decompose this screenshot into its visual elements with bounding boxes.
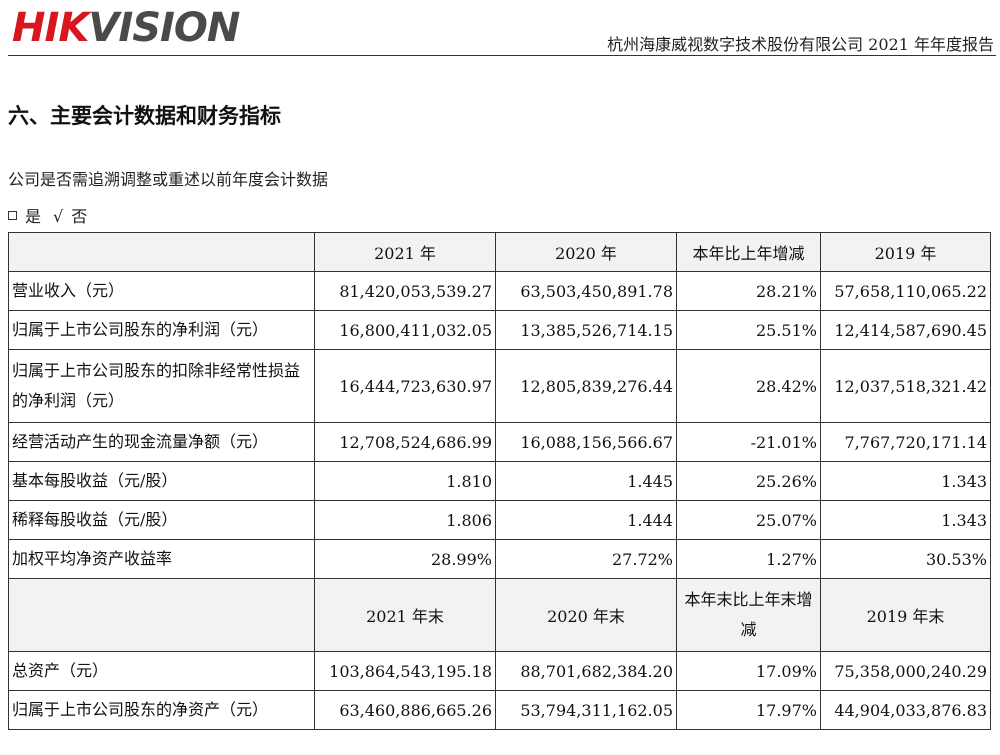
header-cell: 本年比上年增减 [676, 232, 821, 272]
value-cell: 1.444 [495, 500, 677, 540]
table-header-row: 2021 年末 2020 年末 本年末比上年末增减 2019 年末 [8, 578, 991, 652]
table-row: 归属于上市公司股东的净资产（元） 63,460,886,665.26 53,79… [8, 690, 991, 730]
value-cell: 7,767,720,171.14 [820, 422, 991, 462]
value-cell: 103,864,543,195.18 [314, 651, 496, 691]
row-label: 基本每股收益（元/股） [8, 461, 315, 501]
row-label: 归属于上市公司股东的净利润（元） [8, 310, 315, 350]
value-cell: 12,708,524,686.99 [314, 422, 496, 462]
value-cell: 28.21% [676, 271, 821, 311]
restatement-question: 公司是否需追溯调整或重述以前年度会计数据 [8, 170, 329, 189]
value-cell: 28.99% [314, 539, 496, 579]
check-mark-icon: √ [53, 207, 64, 226]
table-row: 总资产（元） 103,864,543,195.18 88,701,682,384… [8, 651, 991, 691]
table-header-row: 2021 年 2020 年 本年比上年增减 2019 年 [8, 232, 991, 272]
header-cell [8, 232, 315, 272]
row-label: 稀释每股收益（元/股） [8, 500, 315, 540]
section-title: 六、主要会计数据和财务指标 [8, 104, 281, 128]
value-cell: 44,904,033,876.83 [820, 690, 991, 730]
table-row: 归属于上市公司股东的扣除非经常性损益的净利润（元） 16,444,723,630… [8, 349, 991, 423]
row-label: 加权平均净资产收益率 [8, 539, 315, 579]
table-row: 归属于上市公司股东的净利润（元） 16,800,411,032.05 13,38… [8, 310, 991, 350]
value-cell: 17.09% [676, 651, 821, 691]
row-label: 归属于上市公司股东的净资产（元） [8, 690, 315, 730]
row-label: 总资产（元） [8, 651, 315, 691]
value-cell: 12,805,839,276.44 [495, 349, 677, 423]
value-cell: 1.343 [820, 500, 991, 540]
table-row: 加权平均净资产收益率 28.99% 27.72% 1.27% 30.53% [8, 539, 991, 579]
value-cell: 1.810 [314, 461, 496, 501]
header-cell: 2020 年末 [495, 578, 677, 652]
table-row: 基本每股收益（元/股） 1.810 1.445 25.26% 1.343 [8, 461, 991, 501]
value-cell: 16,800,411,032.05 [314, 310, 496, 350]
value-cell: 16,444,723,630.97 [314, 349, 496, 423]
value-cell: 12,414,587,690.45 [820, 310, 991, 350]
header-divider [8, 55, 996, 56]
header-cell: 本年末比上年末增减 [676, 578, 821, 652]
header-cell [8, 578, 315, 652]
value-cell: 81,420,053,539.27 [314, 271, 496, 311]
table-row: 经营活动产生的现金流量净额（元） 12,708,524,686.99 16,08… [8, 422, 991, 462]
value-cell: 1.27% [676, 539, 821, 579]
restatement-answer: 是 √ 否 [8, 203, 87, 227]
value-cell: 63,503,450,891.78 [495, 271, 677, 311]
value-cell: 53,794,311,162.05 [495, 690, 677, 730]
value-cell: 75,358,000,240.29 [820, 651, 991, 691]
row-label: 营业收入（元） [8, 271, 315, 311]
yes-label: 是 [25, 207, 42, 226]
table-row: 稀释每股收益（元/股） 1.806 1.444 25.07% 1.343 [8, 500, 991, 540]
header-cell: 2020 年 [495, 232, 677, 272]
report-title: 杭州海康威视数字技术股份有限公司 2021 年年度报告 [607, 35, 994, 54]
value-cell: 13,385,526,714.15 [495, 310, 677, 350]
value-cell: 63,460,886,665.26 [314, 690, 496, 730]
value-cell: 16,088,156,566.67 [495, 422, 677, 462]
value-cell: 88,701,682,384.20 [495, 651, 677, 691]
checkbox-icon [8, 211, 17, 220]
value-cell: 1.343 [820, 461, 991, 501]
table-row: 营业收入（元） 81,420,053,539.27 63,503,450,891… [8, 271, 991, 311]
header-cell: 2021 年 [314, 232, 496, 272]
hikvision-logo: HIKVISION [12, 2, 240, 54]
row-label: 归属于上市公司股东的扣除非经常性损益的净利润（元） [8, 349, 315, 423]
header-cell: 2019 年末 [820, 578, 991, 652]
value-cell: 57,658,110,065.22 [820, 271, 991, 311]
value-cell: 30.53% [820, 539, 991, 579]
value-cell: 25.51% [676, 310, 821, 350]
value-cell: 12,037,518,321.42 [820, 349, 991, 423]
row-label: 经营活动产生的现金流量净额（元） [8, 422, 315, 462]
value-cell: 25.07% [676, 500, 821, 540]
value-cell: 1.445 [495, 461, 677, 501]
value-cell: 27.72% [495, 539, 677, 579]
value-cell: -21.01% [676, 422, 821, 462]
header-cell: 2021 年末 [314, 578, 496, 652]
logo-hik-text: HIK [12, 5, 89, 51]
value-cell: 17.97% [676, 690, 821, 730]
header-cell: 2019 年 [820, 232, 991, 272]
no-label: 否 [71, 207, 88, 226]
value-cell: 25.26% [676, 461, 821, 501]
value-cell: 1.806 [314, 500, 496, 540]
value-cell: 28.42% [676, 349, 821, 423]
logo-vision-text: VISION [88, 5, 240, 51]
financial-data-table: 2021 年 2020 年 本年比上年增减 2019 年 营业收入（元） 81,… [8, 232, 991, 730]
